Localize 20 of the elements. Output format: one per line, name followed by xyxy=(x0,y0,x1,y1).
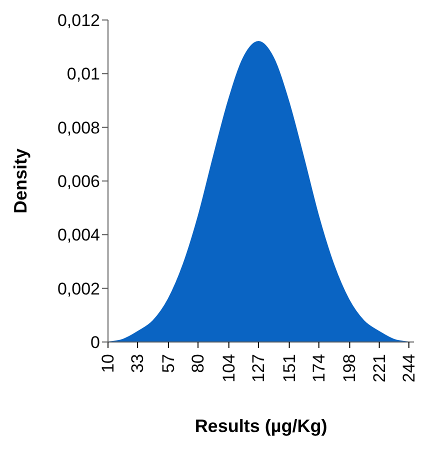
x-tick-label: 104 xyxy=(219,354,238,382)
y-tick-label: 0,008 xyxy=(57,118,100,138)
y-axis-title: Density xyxy=(10,148,30,214)
x-tick-label: 33 xyxy=(128,354,148,373)
y-tick-label: 0 xyxy=(90,333,100,352)
x-tick-label: 151 xyxy=(280,354,299,382)
x-axis-title: Results (µg/Kg) xyxy=(194,416,328,436)
y-tick-label: 0,006 xyxy=(57,172,100,192)
x-tick-label: 80 xyxy=(188,354,208,373)
y-tick-label: 0,004 xyxy=(57,226,100,245)
x-tick-label: 221 xyxy=(370,354,389,382)
y-tick-label: 0,012 xyxy=(57,11,100,30)
x-tick-label: 127 xyxy=(248,354,268,382)
x-tick-label: 174 xyxy=(309,354,328,382)
y-tick-label: 0,002 xyxy=(57,279,100,298)
x-tick-label: 57 xyxy=(158,354,178,373)
y-tick-label: 0,01 xyxy=(66,64,100,84)
x-tick-label: 10 xyxy=(98,354,118,373)
x-tick-label: 198 xyxy=(340,354,360,382)
x-tick-label: 244 xyxy=(399,354,418,382)
